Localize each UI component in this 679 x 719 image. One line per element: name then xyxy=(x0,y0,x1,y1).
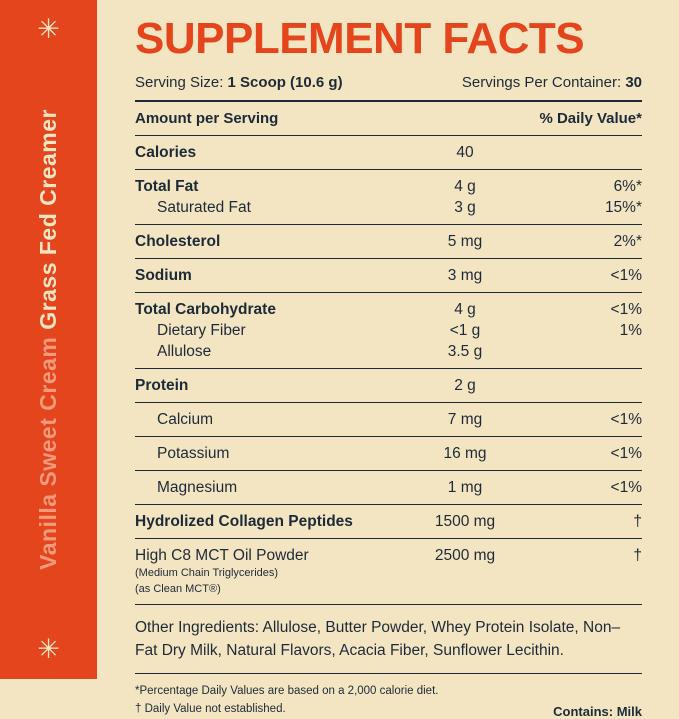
table-header: Amount per Serving % Daily Value* xyxy=(135,102,642,137)
row-group-potassium: Potassium 16 mg <1% xyxy=(135,437,642,472)
table-row: Potassium 16 mg <1% xyxy=(135,443,642,464)
nutrient-dv: 1% xyxy=(619,322,642,340)
product-name: Grass Fed Creamer xyxy=(35,109,61,330)
nutrient-name: High C8 MCT Oil Powder xyxy=(135,547,309,565)
servings-per-container: Servings Per Container: 30 xyxy=(462,74,642,91)
serving-size: Serving Size: 1 Scoop (10.6 g) xyxy=(135,74,343,91)
table-row: Cholesterol 5 mg 2%* xyxy=(135,231,642,252)
column-daily-value: % Daily Value* xyxy=(539,110,642,128)
nutrient-name: Potassium xyxy=(157,445,230,463)
nutrient-name: Total Fat xyxy=(135,178,199,196)
nutrient-dv: <1% xyxy=(610,411,642,429)
footnote-dagger: † Daily Value not established. xyxy=(135,702,286,715)
footnote-lines: *Percentage Daily Values are based on a … xyxy=(135,683,438,719)
row-group-calories: Calories 40 xyxy=(135,136,642,171)
table-row: Calcium 7 mg <1% xyxy=(135,409,642,430)
footnote-daily-values: *Percentage Daily Values are based on a … xyxy=(135,685,439,698)
nutrient-name: Allulose xyxy=(157,343,212,361)
nutrient-amount: 3.5 g xyxy=(447,343,483,361)
table-row: Allulose 3.5 g xyxy=(135,341,642,362)
nutrient-amount: 2500 mg xyxy=(434,547,496,565)
nutrient-dv: 2%* xyxy=(613,233,642,251)
nutrient-dv: <1% xyxy=(610,479,642,497)
row-group-protein: Protein 2 g xyxy=(135,369,642,404)
serving-info: Serving Size: 1 Scoop (10.6 g) Servings … xyxy=(135,74,642,103)
nutrient-amount: 40 xyxy=(456,144,474,162)
nutrient-name: Hydrolized Collagen Peptides xyxy=(135,513,353,531)
nutrient-name: Cholesterol xyxy=(135,233,221,251)
nutrient-amount: 1 mg xyxy=(447,479,483,497)
table-row: Hydrolized Collagen Peptides 1500 mg † xyxy=(135,511,642,532)
nutrient-name: Protein xyxy=(135,377,189,395)
nutrient-amount: 5 mg xyxy=(447,233,483,251)
nutrient-dv: † xyxy=(633,547,642,565)
nutrient-amount: 4 g xyxy=(454,178,476,196)
serving-size-label: Serving Size: xyxy=(135,74,224,92)
nutrient-name: Magnesium xyxy=(157,479,238,497)
table-row: High C8 MCT Oil Powder (Medium Chain Tri… xyxy=(135,545,642,598)
nutrient-name: Calcium xyxy=(157,411,213,429)
table-row: Magnesium 1 mg <1% xyxy=(135,477,642,498)
serving-size-value: 1 Scoop (10.6 g) xyxy=(227,74,343,92)
nutrient-dv: 15%* xyxy=(604,199,642,217)
row-group-calcium: Calcium 7 mg <1% xyxy=(135,403,642,438)
nutrient-dv: <1% xyxy=(610,301,642,319)
row-group-sodium: Sodium 3 mg <1% xyxy=(135,259,642,294)
nutrient-name-block: High C8 MCT Oil Powder (Medium Chain Tri… xyxy=(135,547,385,596)
row-group-carbohydrate: Total Carbohydrate 4 g <1% Dietary Fiber… xyxy=(135,293,642,370)
flavor-name: Vanilla Sweet Cream xyxy=(35,329,61,570)
nutrient-amount: <1 g xyxy=(449,322,481,340)
nutrient-dv: <1% xyxy=(610,445,642,463)
nutrient-dv: † xyxy=(633,513,642,531)
nutrient-name: Calories xyxy=(135,144,197,162)
row-group-cholesterol: Cholesterol 5 mg 2%* xyxy=(135,225,642,260)
facts-panel: SUPPLEMENT FACTS Serving Size: 1 Scoop (… xyxy=(97,0,679,719)
nutrient-subtext: (as Clean MCT®) xyxy=(135,583,221,596)
nutrient-name: Saturated Fat xyxy=(157,199,251,217)
asterisk-icon: ✳ xyxy=(37,634,60,664)
sidebar: ✳ Vanilla Sweet Cream Grass Fed Creamer … xyxy=(0,0,97,679)
asterisk-icon: ✳ xyxy=(37,14,60,44)
servings-value: 30 xyxy=(625,74,642,92)
nutrient-amount: 3 g xyxy=(454,199,476,217)
nutrient-amount: 3 mg xyxy=(447,267,483,285)
nutrient-dv: 6%* xyxy=(613,178,642,196)
nutrient-amount: 2 g xyxy=(454,377,476,395)
table-row: Total Carbohydrate 4 g <1% xyxy=(135,299,642,320)
row-group-collagen: Hydrolized Collagen Peptides 1500 mg † xyxy=(135,505,642,540)
table-row: Total Fat 4 g 6%* xyxy=(135,176,642,197)
nutrient-name: Sodium xyxy=(135,267,192,285)
vertical-title: Vanilla Sweet Cream Grass Fed Creamer xyxy=(35,109,62,570)
other-ingredients: Other Ingredients: Allulose, Butter Powd… xyxy=(135,605,642,675)
table-row: Sodium 3 mg <1% xyxy=(135,265,642,286)
nutrient-amount: 7 mg xyxy=(447,411,483,429)
nutrient-dv: <1% xyxy=(610,267,642,285)
column-amount-per-serving: Amount per Serving xyxy=(135,110,279,128)
table-row: Calories 40 xyxy=(135,142,642,163)
table-row: Saturated Fat 3 g 15%* xyxy=(135,197,642,218)
contains-statement: Contains: Milk xyxy=(553,703,642,719)
table-row: Dietary Fiber <1 g 1% xyxy=(135,320,642,341)
nutrient-amount: 1500 mg xyxy=(434,513,496,531)
row-group-fat: Total Fat 4 g 6%* Saturated Fat 3 g 15%* xyxy=(135,170,642,226)
nutrient-name: Dietary Fiber xyxy=(157,322,246,340)
nutrient-name: Total Carbohydrate xyxy=(135,301,276,319)
nutrient-amount: 4 g xyxy=(454,301,476,319)
page-title: SUPPLEMENT FACTS xyxy=(135,14,585,63)
table-row: Protein 2 g xyxy=(135,375,642,396)
row-group-mct: High C8 MCT Oil Powder (Medium Chain Tri… xyxy=(135,539,642,606)
vertical-text-wrap: Vanilla Sweet Cream Grass Fed Creamer xyxy=(35,43,62,636)
nutrient-amount: 16 mg xyxy=(443,445,487,463)
nutrient-subtext: (Medium Chain Triglycerides) xyxy=(135,567,279,580)
servings-label: Servings Per Container: xyxy=(461,74,622,92)
row-group-magnesium: Magnesium 1 mg <1% xyxy=(135,471,642,506)
footnotes: *Percentage Daily Values are based on a … xyxy=(135,674,642,719)
